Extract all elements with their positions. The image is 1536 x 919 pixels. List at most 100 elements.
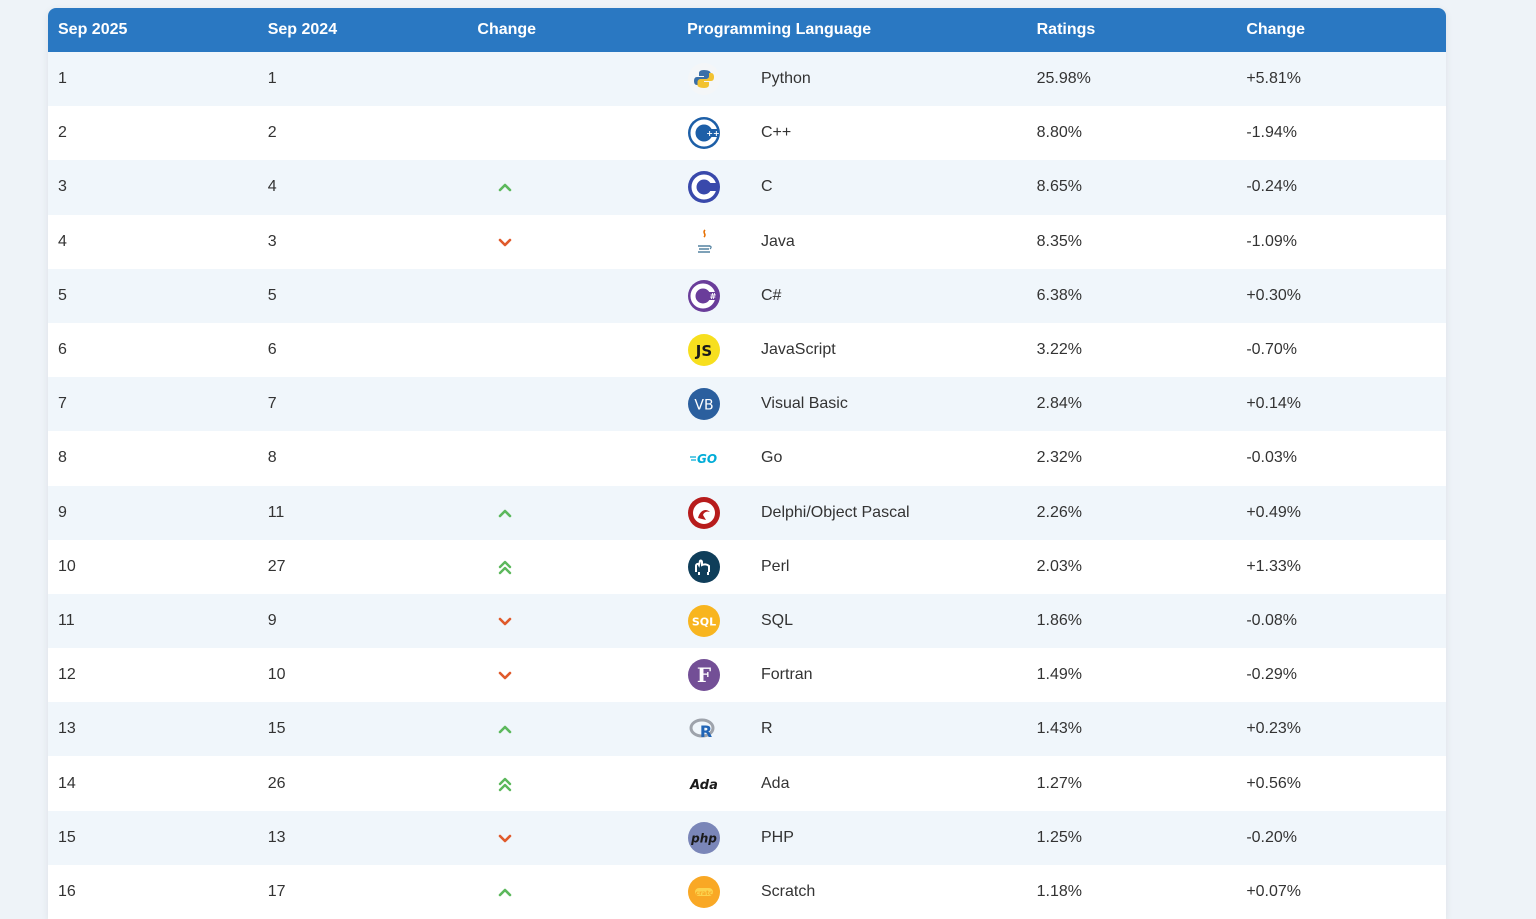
rating-change: +0.14%	[1246, 395, 1302, 413]
ranking-table: Sep 2025 Sep 2024 Change Programming Lan…	[48, 8, 1446, 919]
rating-value: 1.18%	[1036, 882, 1082, 900]
rating-value: 1.86%	[1036, 611, 1082, 629]
r-logo-icon: R	[687, 712, 721, 746]
language-logo: VB	[677, 387, 761, 421]
language-name[interactable]: SQL	[761, 611, 794, 629]
language-logo	[677, 496, 761, 530]
rating-change: -1.94%	[1246, 124, 1298, 142]
language-name[interactable]: Python	[761, 70, 811, 88]
table-row: 3 4 C 8.65% -0.24%	[48, 160, 1446, 215]
rank-current: 5	[58, 286, 67, 304]
rating-value: 1.25%	[1036, 828, 1082, 846]
rank-current: 4	[58, 232, 67, 250]
language-logo: JS	[677, 333, 761, 367]
rank-previous: 10	[267, 666, 286, 684]
rating-value: 8.35%	[1036, 232, 1082, 250]
header-programming-language[interactable]: Programming Language	[687, 21, 872, 38]
rank-previous: 15	[267, 720, 286, 738]
rating-change: +0.23%	[1246, 720, 1302, 738]
rating-change: +5.81%	[1246, 70, 1302, 88]
rank-up-double-icon	[499, 777, 512, 791]
rank-change-indicator	[467, 882, 677, 902]
language-name[interactable]: PHP	[761, 828, 794, 846]
rank-previous: 9	[267, 611, 277, 629]
rating-value: 8.80%	[1036, 124, 1082, 142]
language-logo	[677, 170, 761, 204]
rank-current: 7	[58, 395, 67, 413]
rating-value: 25.98%	[1036, 70, 1091, 88]
svg-text:F: F	[697, 663, 711, 687]
rank-down-icon	[499, 238, 512, 246]
rank-current: 8	[58, 449, 67, 467]
language-logo: GO	[677, 441, 761, 475]
cplusplus-logo-icon: ++	[687, 116, 721, 150]
svg-text:php: php	[690, 831, 717, 845]
rank-change-indicator	[467, 177, 677, 197]
rank-change-indicator	[467, 719, 677, 739]
svg-text:JS: JS	[695, 342, 712, 360]
language-name[interactable]: C	[761, 178, 773, 196]
svg-text:#: #	[710, 292, 717, 301]
language-name[interactable]: Java	[761, 232, 795, 250]
rank-change-indicator	[467, 557, 677, 577]
rating-value: 6.38%	[1036, 286, 1082, 304]
table-row: 8 8 GO Go 2.32% -0.03%	[48, 431, 1446, 486]
rank-change-indicator	[467, 232, 677, 252]
header-change[interactable]: Change	[477, 21, 537, 38]
rank-current: 9	[58, 503, 67, 521]
language-name[interactable]: Ada	[761, 774, 790, 792]
language-name[interactable]: R	[761, 720, 773, 738]
rating-value: 1.43%	[1036, 720, 1082, 738]
svg-text:GO: GO	[697, 452, 717, 466]
visual-basic-logo-icon: VB	[687, 387, 721, 421]
sql-logo-icon: SQL	[687, 604, 721, 638]
rating-change: -0.70%	[1246, 341, 1298, 359]
language-logo: ++	[677, 116, 761, 150]
header-sep-2024[interactable]: Sep 2024	[267, 21, 338, 38]
rank-previous: 4	[267, 178, 277, 196]
language-name[interactable]: JavaScript	[761, 341, 836, 359]
rank-change-indicator	[467, 828, 677, 848]
header-ratings[interactable]: Ratings	[1036, 21, 1096, 38]
java-logo-icon	[687, 225, 721, 259]
rank-down-icon	[499, 834, 512, 843]
table-row: 12 10 F Fortran 1.49% -0.29%	[48, 648, 1446, 703]
rating-change: -0.08%	[1246, 611, 1298, 629]
header-sep-2025[interactable]: Sep 2025	[58, 21, 128, 38]
language-name[interactable]: Visual Basic	[761, 395, 848, 413]
go-logo-icon: GO	[687, 441, 721, 475]
language-name[interactable]: Fortran	[761, 666, 813, 684]
rating-change: +0.56%	[1246, 774, 1302, 792]
rank-current: 15	[58, 828, 76, 846]
language-logo: SQL	[677, 604, 761, 638]
table-row: 16 17 Scratch Scratch 1.18% +0.07%	[48, 864, 1446, 919]
language-name[interactable]: C#	[761, 286, 782, 304]
language-name[interactable]: Perl	[761, 557, 790, 575]
table-row: 2 2 ++ C++ 8.80% -1.94%	[48, 106, 1446, 161]
language-logo: php	[677, 821, 761, 855]
table-row: 7 7 VB Visual Basic 2.84% +0.14%	[48, 377, 1446, 432]
table-row: 10 27 Perl 2.03% +1.33%	[48, 539, 1446, 594]
rating-value: 2.26%	[1036, 503, 1082, 521]
rating-value: 2.03%	[1036, 557, 1082, 575]
rating-change: -1.09%	[1246, 232, 1298, 250]
rank-current: 11	[58, 611, 75, 629]
svg-text:R: R	[700, 722, 712, 741]
python-logo-icon	[687, 62, 721, 96]
rank-current: 16	[58, 882, 76, 900]
rank-current: 3	[58, 178, 67, 196]
language-name[interactable]: C++	[761, 124, 792, 142]
rank-current: 13	[58, 720, 76, 738]
language-logo	[677, 550, 761, 584]
csharp-logo-icon: #	[687, 279, 721, 313]
rank-up-icon	[499, 888, 512, 897]
table-row: 9 11 Delphi/Object Pascal 2.26% +0.49%	[48, 485, 1446, 540]
rating-change: +1.33%	[1246, 557, 1302, 575]
language-name[interactable]: Go	[761, 449, 783, 467]
rank-previous: 27	[267, 557, 286, 575]
language-name[interactable]: Delphi/Object Pascal	[761, 503, 910, 521]
rating-change: +0.07%	[1246, 882, 1302, 900]
language-name[interactable]: Scratch	[761, 882, 816, 900]
table-row: 15 13 php PHP 1.25% -0.20%	[48, 810, 1446, 865]
header-change-percent[interactable]: Change	[1246, 21, 1305, 38]
